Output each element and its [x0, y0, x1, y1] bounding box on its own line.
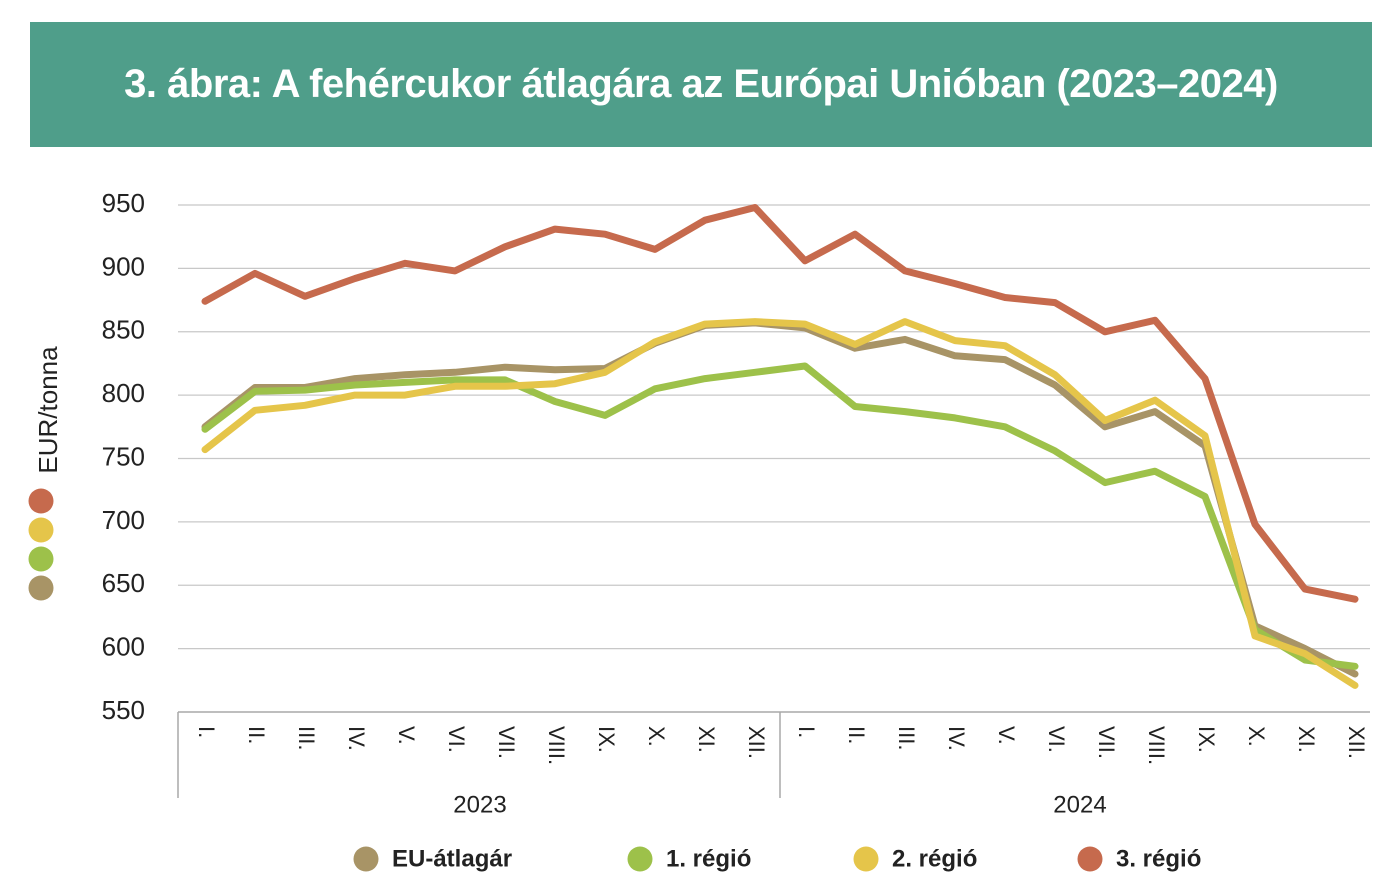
series-line: [201, 362, 1359, 670]
x-tick-label: VII.: [1094, 726, 1119, 759]
x-tick-label: VI.: [1044, 726, 1069, 753]
x-tick-label: I.: [794, 726, 819, 738]
legend-label: 1. régió: [666, 845, 751, 872]
chart-title: 3. ábra: A fehércukor átlagára az Európa…: [124, 62, 1278, 106]
series-line: [201, 319, 1359, 678]
x-tick-label: IV.: [344, 726, 369, 751]
x-tick-label: XII.: [744, 726, 769, 759]
y-tick-label: 850: [102, 315, 145, 345]
side-color-dot: [28, 517, 54, 543]
legend-item: EU-átlagár: [353, 845, 512, 872]
series-line: [201, 204, 1359, 603]
x-tick-label: VII.: [494, 726, 519, 759]
x-tick-label: IX.: [594, 726, 619, 753]
chart-header-banner: 3. ábra: A fehércukor átlagára az Európa…: [30, 22, 1372, 147]
y-axis-label: EUR/tonna: [33, 346, 63, 474]
x-tick-label: VIII.: [1144, 726, 1169, 765]
y-tick-label: 750: [102, 441, 145, 471]
x-tick-label: VI.: [444, 726, 469, 753]
x-tick-label: XII.: [1344, 726, 1369, 759]
series-line: [201, 318, 1359, 689]
y-axis-ticks: 550 600 650 700 750 800 850 900 950: [102, 188, 145, 725]
x-tick-label: X.: [644, 726, 669, 747]
legend-label: 3. régió: [1116, 845, 1201, 872]
legend-swatch: [353, 846, 379, 872]
legend-swatch: [853, 846, 879, 872]
x-tick-label: I.: [194, 726, 219, 738]
legend-swatch: [1077, 846, 1103, 872]
y-tick-label: 900: [102, 251, 145, 281]
x-tick-label: V.: [394, 726, 419, 745]
legend-label: EU-átlagár: [392, 845, 512, 872]
y-tick-label: 800: [102, 378, 145, 408]
y-tick-label: 950: [102, 188, 145, 218]
side-color-dot: [28, 575, 54, 601]
x-tick-label: II.: [844, 726, 869, 744]
x-group-label: 2024: [1053, 791, 1106, 818]
x-tick-label: V.: [994, 726, 1019, 745]
side-color-dot: [28, 488, 54, 514]
legend: EU-átlagár 1. régió 2. régió 3. régió: [353, 845, 1201, 872]
x-tick-label: IX.: [1194, 726, 1219, 753]
x-tick-label: III.: [294, 726, 319, 750]
legend-item: 3. régió: [1077, 845, 1201, 872]
legend-item: 2. régió: [853, 845, 977, 872]
x-tick-label: III.: [894, 726, 919, 750]
x-tick-label: VIII.: [544, 726, 569, 765]
x-group-label: 2023: [453, 791, 506, 818]
x-tick-label: X.: [1244, 726, 1269, 747]
y-tick-label: 550: [102, 695, 145, 725]
legend-label: 2. régió: [892, 845, 977, 872]
side-legend-dots: [28, 488, 54, 601]
y-tick-label: 600: [102, 632, 145, 662]
x-tick-label: XI.: [694, 726, 719, 753]
x-tick-label: IV.: [944, 726, 969, 751]
series-lines: [201, 204, 1359, 689]
y-tick-label: 700: [102, 505, 145, 535]
x-tick-label: XI.: [1294, 726, 1319, 753]
side-color-dot: [28, 546, 54, 572]
x-axis: I. II. III. IV. V. VI. VII. VIII. IX. X. XI. XII. I.…: [177, 711, 1370, 818]
x-tick-label: II.: [244, 726, 269, 744]
legend-swatch: [627, 846, 653, 872]
y-tick-label: 650: [102, 568, 145, 598]
legend-item: 1. régió: [627, 845, 751, 872]
